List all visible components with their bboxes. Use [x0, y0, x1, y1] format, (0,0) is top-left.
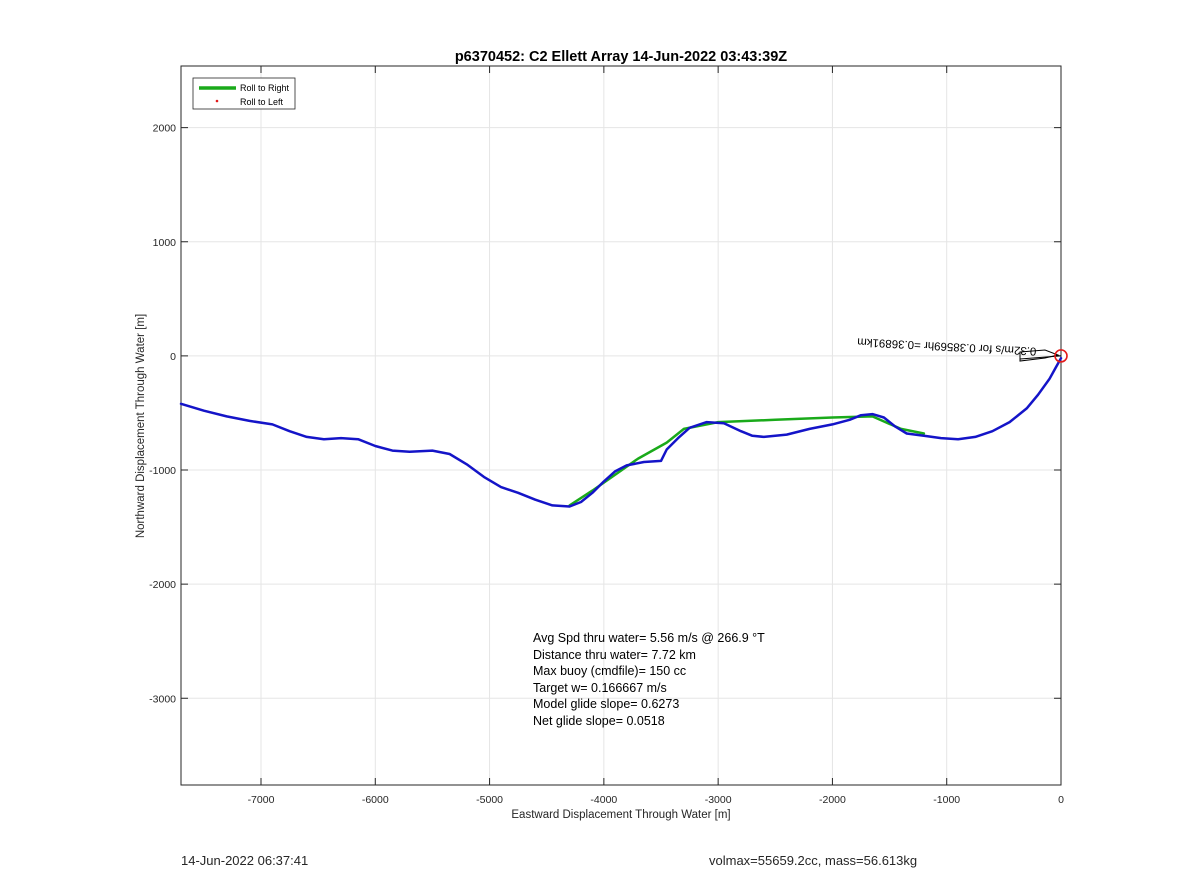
x-tick-label: -4000 — [590, 794, 617, 806]
x-tick-label: 0 — [1058, 794, 1064, 806]
legend-box — [192, 77, 296, 110]
current-vector — [1019, 355, 1062, 360]
x-tick-label: -3000 — [705, 794, 732, 806]
current-vector-arrowhead — [1019, 349, 1060, 362]
origin-marker — [1054, 349, 1068, 363]
stat-max-buoy: Max buoy (cmdfile)= 150 cc — [533, 664, 686, 678]
stats-annotation: Avg Spd thru water= 5.56 m/s @ 266.9 °T … — [533, 631, 765, 728]
stat-avg-speed: Avg Spd thru water= 5.56 m/s @ 266.9 °T — [533, 631, 765, 645]
legend-roll-left-label: Roll to Left — [240, 97, 284, 107]
x-tick-label: -2000 — [819, 794, 846, 806]
x-tick-label: -1000 — [933, 794, 960, 806]
stat-model-glide: Model glide slope= 0.6273 — [533, 697, 679, 711]
legend-roll-right-label: Roll to Right — [240, 83, 290, 93]
x-tick-label: -5000 — [476, 794, 503, 806]
y-tick-label: 2000 — [153, 123, 177, 135]
legend-roll-left-swatch — [215, 99, 219, 103]
stat-target-w: Target w= 0.166667 m/s — [533, 681, 667, 695]
axis-ticks: -7000 -6000 -5000 -4000 -3000 -2000 -1000 0 -300… — [149, 66, 1064, 806]
y-tick-label: 1000 — [153, 237, 177, 249]
stat-distance: Distance thru water= 7.72 km — [533, 648, 696, 662]
x-tick-label: -6000 — [362, 794, 389, 806]
y-tick-label: -2000 — [149, 579, 176, 591]
series-line-2 — [179, 356, 1063, 508]
y-axis-label: Northward Displacement Through Water [m] — [135, 314, 147, 538]
y-tick-label: -1000 — [149, 465, 176, 477]
plot-frame — [180, 65, 1062, 786]
series-layer — [179, 356, 1063, 508]
y-tick-label: 0 — [170, 351, 176, 363]
x-axis-label: Eastward Displacement Through Water [m] — [511, 809, 730, 821]
x-tick-label: -7000 — [248, 794, 275, 806]
footer-volmax: volmax=55659.2cc, mass=56.613kg — [709, 853, 918, 868]
footer-timestamp: 14-Jun-2022 06:37:41 — [181, 853, 309, 868]
series-line-0 — [568, 415, 926, 507]
chart-title: p6370452: C2 Ellett Array 14-Jun-2022 03… — [455, 49, 787, 65]
origin-layer — [1019, 349, 1068, 363]
y-tick-label: -3000 — [149, 693, 176, 705]
stat-net-glide: Net glide slope= 0.0518 — [533, 714, 665, 728]
legend: Roll to Right Roll to Left — [192, 77, 296, 110]
